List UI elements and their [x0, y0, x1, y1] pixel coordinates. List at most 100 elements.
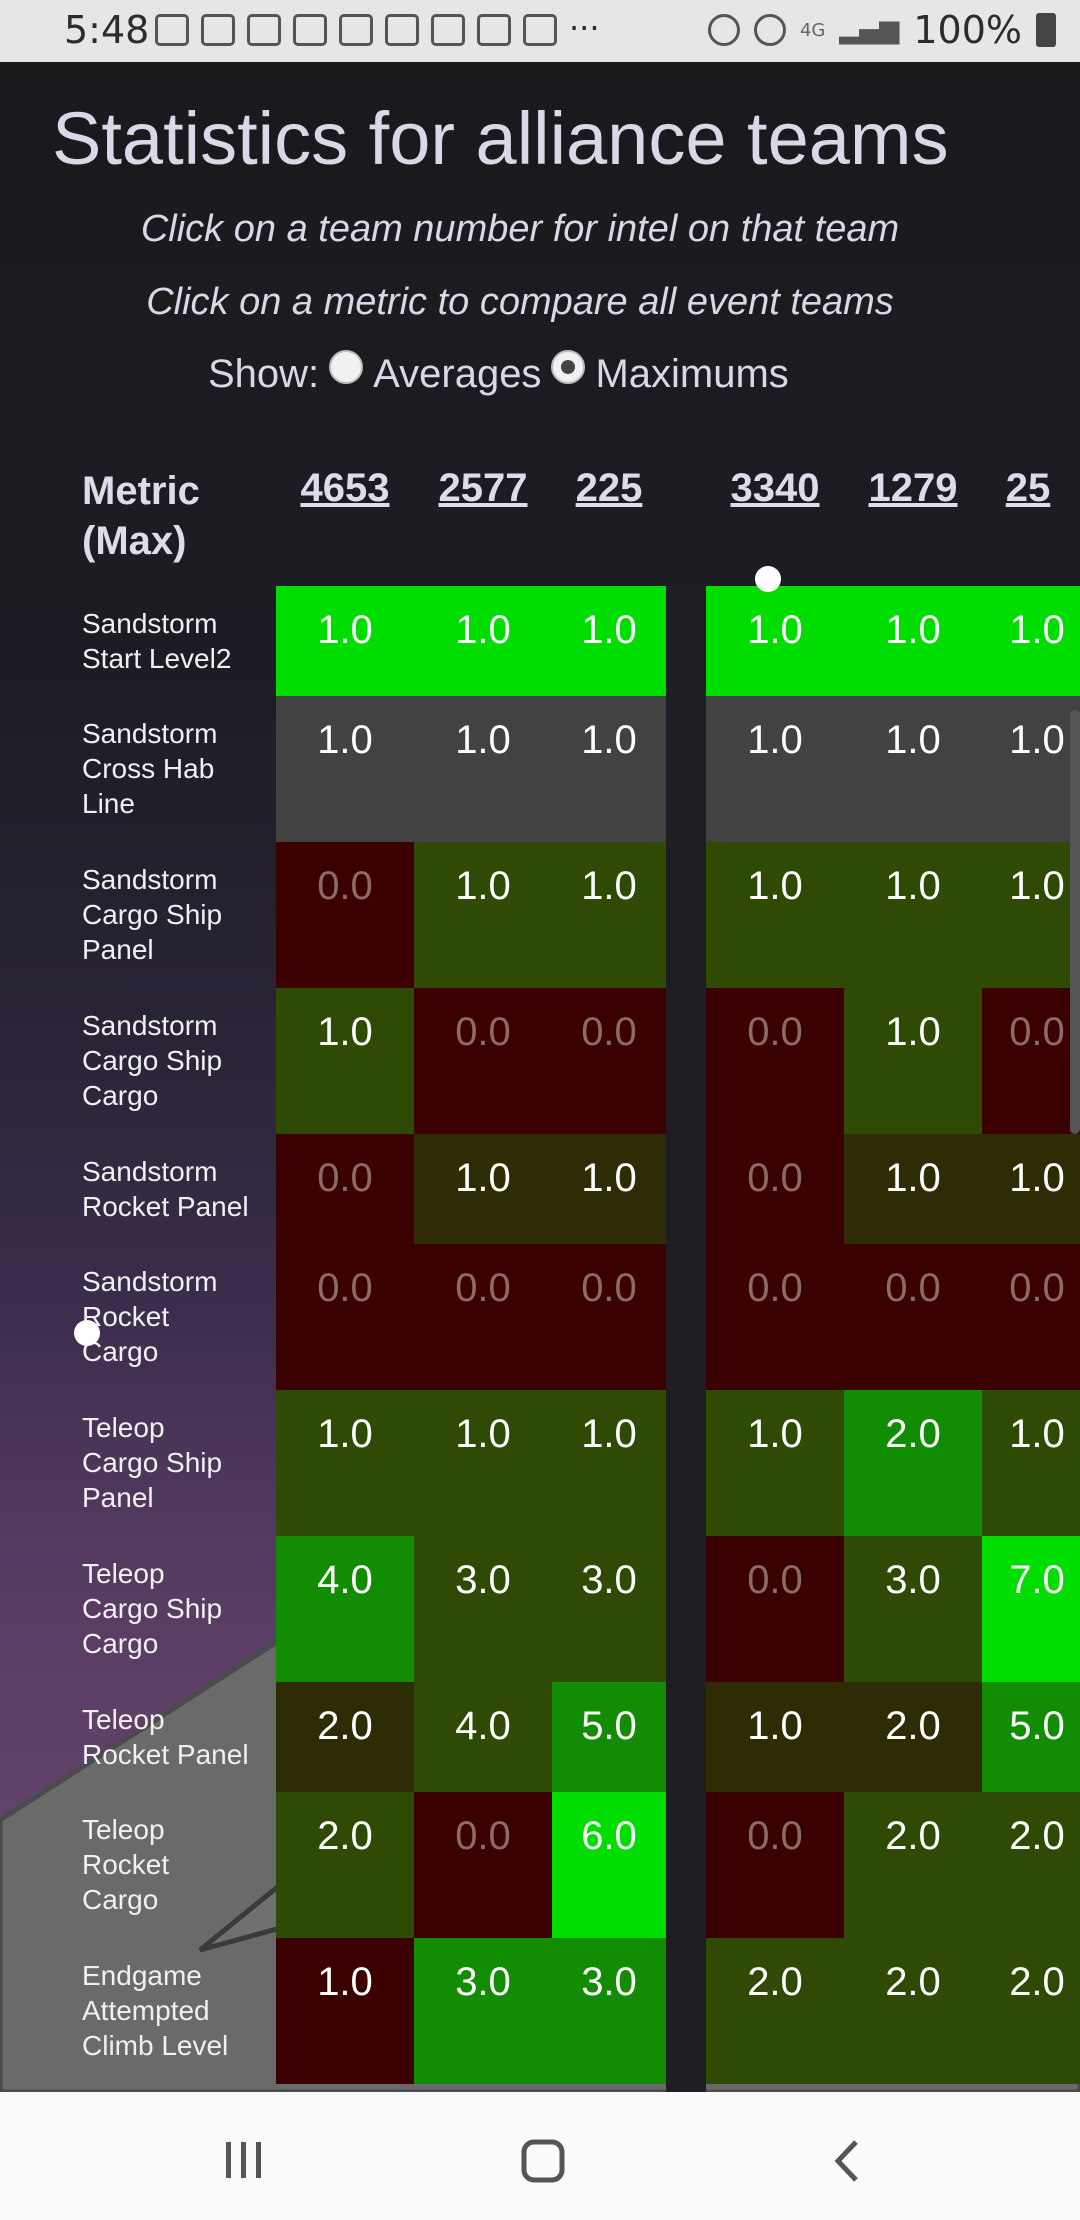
metric-label[interactable]: Teleop Cargo Ship Panel: [82, 1410, 272, 1515]
averages-radio[interactable]: [329, 349, 364, 384]
stat-cell: 0.0: [706, 1134, 844, 1244]
stat-cell: 0.0: [414, 1792, 552, 1938]
team-link-3340[interactable]: 3340: [730, 466, 820, 510]
subtitle-team-hint: Click on a team number for intel on that…: [140, 208, 900, 250]
stat-cell: 1.0: [552, 1134, 666, 1244]
stat-cell: 1.0: [414, 696, 552, 842]
back-icon[interactable]: [828, 2138, 868, 2184]
team-link-1279[interactable]: 1279: [868, 466, 958, 510]
metric-label[interactable]: Endgame Attempted Climb Level: [82, 1958, 272, 2063]
metric-label[interactable]: Sandstorm Cargo Ship Panel: [82, 862, 272, 967]
team-link-4653[interactable]: 4653: [300, 466, 390, 510]
stat-cell: 3.0: [552, 1938, 666, 2084]
stat-cell: 0.0: [982, 1244, 1080, 1390]
home-icon[interactable]: [520, 2138, 566, 2184]
stat-cell: 1.0: [552, 842, 666, 988]
stat-cell: 1.0: [844, 586, 982, 696]
metric-label-line: Teleop: [82, 1704, 165, 1735]
page-title: Statistics for alliance teams: [52, 97, 949, 180]
stat-cell: 2.0: [844, 1390, 982, 1536]
stat-cell: 0.0: [706, 1792, 844, 1938]
stat-cell: 6.0: [552, 1792, 666, 1938]
stat-cell: 0.0: [414, 1244, 552, 1390]
outlook-icon: [247, 14, 281, 46]
stat-cell: 1.0: [844, 988, 982, 1134]
subtitle-metric-hint: Click on a metric to compare all event t…: [146, 281, 894, 323]
stat-cell: 0.0: [552, 1244, 666, 1390]
stat-cell: 1.0: [552, 1390, 666, 1536]
metric-header-line1: Metric: [82, 469, 200, 513]
email-icon: [385, 14, 419, 46]
metric-label[interactable]: Sandstorm Cargo Ship Cargo: [82, 1008, 272, 1113]
stat-cell: 1.0: [276, 696, 414, 842]
stat-cell: 5.0: [982, 1682, 1080, 1792]
team-link-25[interactable]: 25: [1005, 466, 1051, 510]
metric-label-line: Sandstorm: [82, 718, 218, 749]
team-link-2577[interactable]: 2577: [438, 466, 528, 510]
metric-label[interactable]: Sandstorm Start Level2: [82, 606, 272, 676]
touch-indicator: [74, 1320, 100, 1346]
metric-label-line: Sandstorm: [82, 1010, 218, 1041]
stat-cell: 4.0: [276, 1536, 414, 1682]
outlook-icon: [477, 14, 511, 46]
stat-cell: 0.0: [276, 1134, 414, 1244]
metric-label-line: Cargo: [82, 1336, 159, 1367]
metric-label-line: Cargo Ship: [82, 1045, 223, 1076]
sports-ball-icon: [431, 14, 465, 46]
metric-label-line: Sandstorm: [82, 1156, 218, 1187]
maximums-radio[interactable]: [551, 349, 586, 384]
stat-cell: 0.0: [414, 988, 552, 1134]
metric-label[interactable]: Teleop Rocket Panel: [82, 1702, 272, 1772]
scrollbar[interactable]: [1070, 710, 1080, 1134]
show-label: Show:: [208, 352, 320, 396]
alliance-separator: [666, 586, 706, 2092]
stat-cell: 1.0: [414, 586, 552, 696]
metric-label-line: Cargo: [82, 1628, 159, 1659]
stat-cell: 2.0: [844, 1682, 982, 1792]
team-link-225[interactable]: 225: [575, 466, 643, 510]
metric-label-line: Endgame: [82, 1960, 202, 1991]
stat-cell: 0.0: [706, 1244, 844, 1390]
stat-cell: 1.0: [844, 842, 982, 988]
stat-cell: 4.0: [414, 1682, 552, 1792]
stat-cell: 5.0: [552, 1682, 666, 1792]
stat-cell: 1.0: [706, 842, 844, 988]
metric-label-line: Rocket Panel: [82, 1191, 249, 1222]
stat-cell: 1.0: [276, 586, 414, 696]
metric-label-line: Teleop: [82, 1558, 165, 1589]
status-bar: 5:48 ··· 4G ▂▄▆ 100%: [0, 0, 1080, 62]
battery-icon: [1036, 13, 1056, 47]
stat-cell: 2.0: [982, 1938, 1080, 2084]
metric-label[interactable]: Sandstorm Rocket Cargo: [82, 1264, 272, 1369]
metric-label[interactable]: Sandstorm Cross Hab Line: [82, 716, 272, 821]
metric-label[interactable]: Teleop Rocket Cargo: [82, 1812, 272, 1917]
stat-cell: 1.0: [414, 1134, 552, 1244]
stat-cell: 3.0: [844, 1536, 982, 1682]
stat-cell: 0.0: [706, 1536, 844, 1682]
metric-label-line: Cross Hab: [82, 753, 215, 784]
stat-cell: 1.0: [982, 1390, 1080, 1536]
metric-label[interactable]: Teleop Cargo Ship Cargo: [82, 1556, 272, 1661]
stat-cell: 1.0: [414, 1390, 552, 1536]
averages-label[interactable]: Averages: [373, 352, 542, 396]
stat-cell: 2.0: [276, 1682, 414, 1792]
metric-label-line: Rocket: [82, 1849, 170, 1880]
stat-cell: 2.0: [276, 1792, 414, 1938]
metric-label-line: Sandstorm: [82, 864, 218, 895]
stat-cell: 0.0: [706, 988, 844, 1134]
stat-cell: 0.0: [552, 988, 666, 1134]
signal-icon: ▂▄▆: [839, 15, 900, 45]
metric-label-line: Cargo Ship: [82, 1447, 223, 1478]
recent-apps-icon[interactable]: [222, 2138, 266, 2182]
battery-percent: 100%: [913, 8, 1022, 52]
nfl-icon: [339, 14, 373, 46]
metric-label-line: Start Level2: [82, 643, 232, 674]
outlook-icon: [201, 14, 235, 46]
stat-cell: 1.0: [706, 1390, 844, 1536]
stat-cell: 0.0: [276, 1244, 414, 1390]
metric-label[interactable]: Sandstorm Rocket Panel: [82, 1154, 272, 1224]
metric-label-line: Line: [82, 788, 135, 819]
stat-cell: 1.0: [982, 586, 1080, 696]
maximums-label[interactable]: Maximums: [595, 352, 789, 396]
stat-cell: 1.0: [982, 1134, 1080, 1244]
